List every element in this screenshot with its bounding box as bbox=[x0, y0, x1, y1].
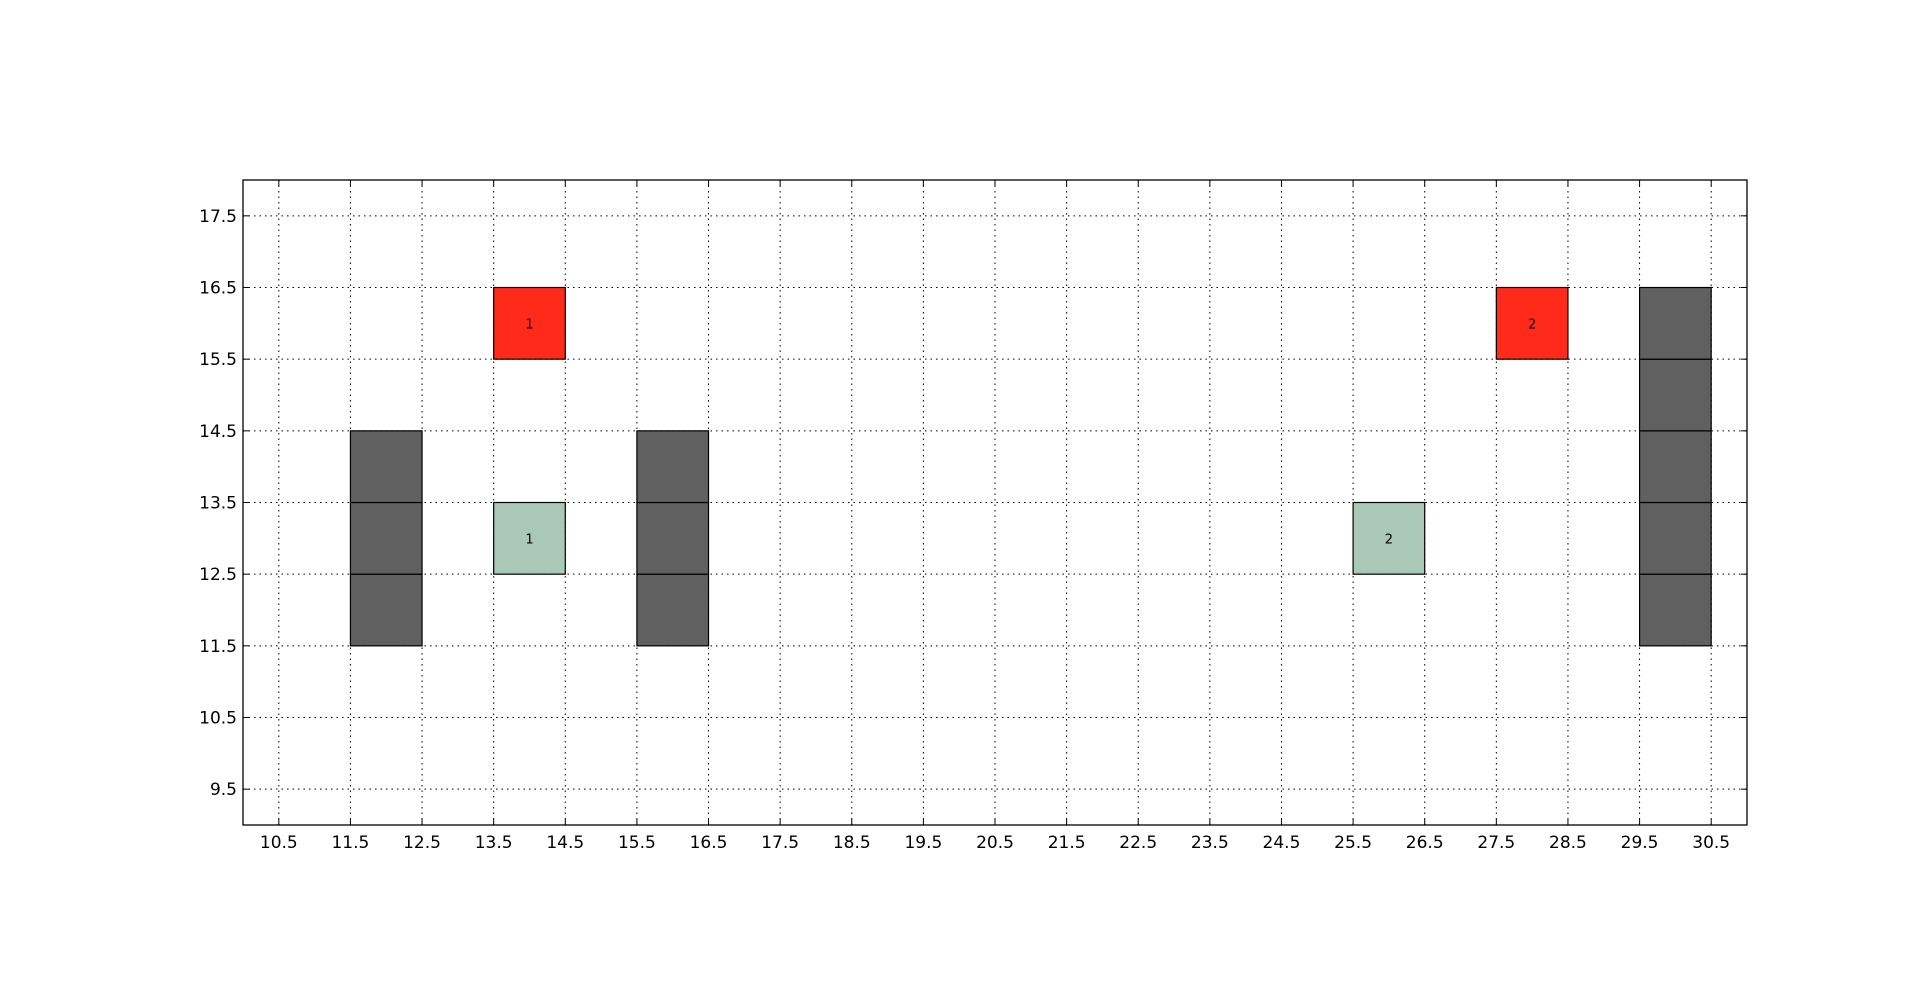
x-tick-label: 12.5 bbox=[403, 833, 441, 853]
agent-cell-label: 2 bbox=[1385, 532, 1393, 547]
x-tick-label: 10.5 bbox=[260, 833, 298, 853]
x-tick-label: 18.5 bbox=[833, 833, 871, 853]
x-tick-label: 24.5 bbox=[1263, 833, 1301, 853]
wall-cell bbox=[1638, 501, 1712, 575]
x-tick-label: 21.5 bbox=[1048, 833, 1086, 853]
y-tick-label: 11.5 bbox=[199, 637, 237, 657]
x-tick-label: 25.5 bbox=[1334, 833, 1372, 853]
goal-cell-label: 1 bbox=[525, 317, 533, 332]
x-tick-label: 20.5 bbox=[976, 833, 1014, 853]
x-tick-label: 13.5 bbox=[475, 833, 513, 853]
y-tick-label: 12.5 bbox=[199, 565, 237, 585]
wall-cell bbox=[349, 501, 423, 575]
cells-layer: 1 2 1 2 bbox=[349, 286, 1712, 647]
x-tick-label: 26.5 bbox=[1406, 833, 1444, 853]
wall-cell bbox=[636, 573, 710, 647]
goal-cell-label: 2 bbox=[1528, 317, 1536, 332]
agent-cell bbox=[1352, 501, 1426, 575]
x-tick-label: 15.5 bbox=[618, 833, 656, 853]
y-tick-label: 10.5 bbox=[199, 709, 237, 729]
y-tick-label: 15.5 bbox=[199, 350, 237, 370]
x-tick-label: 29.5 bbox=[1621, 833, 1659, 853]
x-tick-label: 11.5 bbox=[331, 833, 369, 853]
wall-cell bbox=[1638, 573, 1712, 647]
plot-frame bbox=[242, 179, 1748, 826]
agent-cell bbox=[493, 501, 566, 575]
agent-cell-label: 1 bbox=[525, 532, 533, 547]
wall-cell bbox=[349, 573, 423, 647]
goal-cell bbox=[493, 286, 566, 360]
wall-cell bbox=[1638, 286, 1712, 360]
x-tick-label: 14.5 bbox=[546, 833, 584, 853]
wall-cell bbox=[1638, 430, 1712, 504]
goal-cell bbox=[1495, 286, 1569, 360]
y-tick-label: 9.5 bbox=[210, 780, 237, 800]
y-tick-label: 16.5 bbox=[199, 279, 237, 299]
wall-cell bbox=[1638, 358, 1712, 432]
y-tick-label: 14.5 bbox=[199, 422, 237, 442]
wall-cell bbox=[636, 501, 710, 575]
x-tick-label: 23.5 bbox=[1191, 833, 1229, 853]
y-tick-label: 17.5 bbox=[199, 207, 237, 227]
x-tick-label: 17.5 bbox=[761, 833, 799, 853]
wall-cell bbox=[349, 430, 423, 504]
wall-cell bbox=[636, 430, 710, 504]
y-tick-label: 13.5 bbox=[199, 494, 237, 514]
x-tick-label: 16.5 bbox=[690, 833, 728, 853]
x-tick-label: 27.5 bbox=[1477, 833, 1515, 853]
ticks-layer: 10.5 11.5 12.5 13.5 14.5 15.5 16.5 17.5 18.5 19.5… bbox=[199, 180, 1747, 853]
x-tick-label: 30.5 bbox=[1692, 833, 1730, 853]
x-tick-label: 19.5 bbox=[904, 833, 942, 853]
x-tick-label: 22.5 bbox=[1119, 833, 1157, 853]
x-tick-label: 28.5 bbox=[1549, 833, 1587, 853]
